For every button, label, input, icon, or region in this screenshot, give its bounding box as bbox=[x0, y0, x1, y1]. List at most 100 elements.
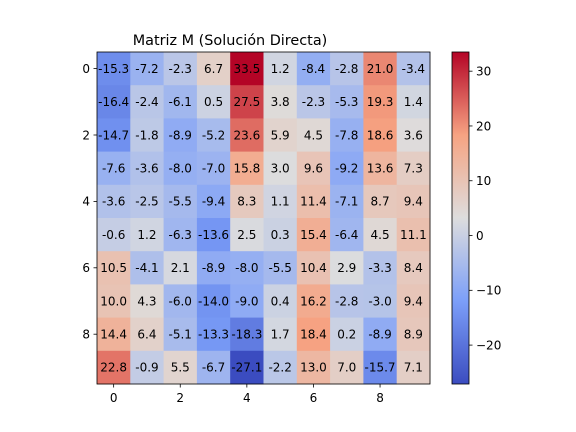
cell-value-label: 1.4 bbox=[404, 95, 423, 109]
x-tick-label: 8 bbox=[376, 391, 384, 405]
x-axis: 0 2 4 6 8 bbox=[110, 384, 384, 405]
cell-value-label: 10.4 bbox=[300, 261, 327, 275]
cell-value-label: -5.3 bbox=[335, 95, 358, 109]
cell-value-label: 7.1 bbox=[404, 361, 423, 375]
heatmap-cell bbox=[196, 118, 231, 152]
cell-value-label: 21.0 bbox=[367, 62, 394, 76]
heatmap-cell bbox=[97, 85, 131, 119]
heatmap-cell bbox=[230, 118, 264, 152]
cell-value-label: -2.2 bbox=[268, 361, 291, 375]
heatmap-annotations: -15.3 -7.2 -2.3 6.7 33.5 1.2 -8.4 -2.8 21.0 -3.4 -… bbox=[98, 62, 427, 375]
cell-value-label: 8.3 bbox=[237, 195, 256, 209]
cell-value-label: -8.9 bbox=[169, 128, 192, 142]
heatmap-cell bbox=[296, 151, 331, 186]
cell-value-label: -6.0 bbox=[169, 294, 192, 308]
cell-value-label: 2.9 bbox=[337, 261, 356, 275]
heatmap-cell bbox=[163, 151, 198, 186]
cell-value-label: 33.5 bbox=[233, 62, 260, 76]
y-tick-label: 2 bbox=[82, 128, 90, 142]
colorbar-tick-label: 0 bbox=[476, 229, 484, 243]
y-tick-label: 4 bbox=[82, 195, 90, 209]
heatmap-cell bbox=[97, 184, 131, 219]
heatmap-cell bbox=[363, 151, 398, 186]
heatmap-cell bbox=[396, 85, 431, 119]
heatmap-cell bbox=[396, 151, 431, 186]
cell-value-label: 8.7 bbox=[371, 195, 390, 209]
heatmap-cell bbox=[330, 118, 364, 152]
heatmap-cell bbox=[97, 350, 131, 385]
cell-value-label: 0.5 bbox=[204, 95, 223, 109]
cell-value-label: -8.0 bbox=[235, 261, 258, 275]
cell-value-label: -2.5 bbox=[135, 195, 158, 209]
cell-value-label: -14.7 bbox=[98, 128, 129, 142]
heatmap-cell bbox=[263, 151, 298, 186]
heatmap-cell bbox=[363, 184, 398, 219]
cell-value-label: -27.1 bbox=[231, 361, 262, 375]
y-tick-label: 0 bbox=[82, 62, 90, 76]
heatmap-cell bbox=[130, 85, 164, 119]
heatmap-cell bbox=[263, 85, 298, 119]
cell-value-label: -2.3 bbox=[169, 62, 192, 76]
heatmap-cell bbox=[230, 251, 264, 285]
cell-value-label: -3.3 bbox=[368, 261, 391, 275]
heatmap-cell bbox=[396, 118, 431, 152]
heatmap-cell bbox=[263, 184, 298, 219]
heatmap-cell bbox=[330, 151, 364, 186]
heatmap-cell bbox=[196, 317, 231, 352]
heatmap-cell bbox=[163, 284, 198, 318]
heatmap-cell bbox=[130, 151, 164, 186]
cell-value-label: 18.4 bbox=[300, 328, 327, 342]
heatmap-cell bbox=[230, 151, 264, 186]
cell-value-label: -15.7 bbox=[365, 361, 396, 375]
heatmap-cell bbox=[97, 284, 131, 318]
cell-value-label: 27.5 bbox=[233, 95, 260, 109]
heatmap-cell bbox=[163, 52, 198, 86]
cell-value-label: -9.0 bbox=[235, 294, 258, 308]
heatmap-cell bbox=[296, 284, 331, 318]
cell-value-label: 10.0 bbox=[100, 294, 127, 308]
colorbar bbox=[451, 51, 470, 385]
heatmap-cell bbox=[330, 52, 364, 86]
heatmap-cell bbox=[97, 317, 131, 352]
cell-value-label: 18.6 bbox=[367, 128, 394, 142]
heatmap-cell bbox=[97, 151, 131, 186]
cell-value-label: -7.1 bbox=[335, 195, 358, 209]
cell-value-label: 7.0 bbox=[337, 361, 356, 375]
heatmap-cell bbox=[97, 218, 131, 252]
x-tick-label: 2 bbox=[176, 391, 184, 405]
cell-value-label: -6.3 bbox=[169, 228, 192, 242]
cell-value-label: 3.0 bbox=[271, 162, 290, 176]
cell-value-label: -9.2 bbox=[335, 162, 358, 176]
heatmap-cell bbox=[396, 218, 431, 252]
heatmap-cell bbox=[363, 284, 398, 318]
heatmap-cell bbox=[363, 317, 398, 352]
cell-value-label: -7.0 bbox=[202, 162, 225, 176]
heatmap-cell bbox=[230, 52, 264, 86]
colorbar-tick-label: 30 bbox=[476, 64, 491, 78]
cell-value-label: -3.6 bbox=[135, 162, 158, 176]
cell-value-label: -15.3 bbox=[98, 62, 129, 76]
heatmap-cell bbox=[196, 350, 231, 385]
heatmap-cell bbox=[263, 317, 298, 352]
heatmap-cell bbox=[396, 251, 431, 285]
heatmap-cell bbox=[163, 85, 198, 119]
cell-value-label: 16.2 bbox=[300, 294, 327, 308]
heatmap-cell bbox=[263, 350, 298, 385]
heatmap-cell bbox=[363, 85, 398, 119]
cell-value-label: -13.3 bbox=[198, 328, 229, 342]
heatmap-cell bbox=[163, 218, 198, 252]
y-axis: 0 2 4 6 8 bbox=[82, 62, 97, 342]
heatmap-cells bbox=[97, 52, 431, 385]
cell-value-label: 6.4 bbox=[137, 328, 156, 342]
heatmap-cell bbox=[263, 118, 298, 152]
heatmap-cell bbox=[130, 317, 164, 352]
heatmap-cell bbox=[230, 350, 264, 385]
cell-value-label: 4.3 bbox=[137, 294, 156, 308]
cell-value-label: -0.6 bbox=[102, 228, 125, 242]
cell-value-label: -3.4 bbox=[402, 62, 425, 76]
heatmap-cell bbox=[130, 118, 164, 152]
heatmap-cell bbox=[97, 118, 131, 152]
heatmap-cell bbox=[330, 350, 364, 385]
cell-value-label: -5.2 bbox=[202, 128, 225, 142]
y-tick-label: 8 bbox=[82, 328, 90, 342]
